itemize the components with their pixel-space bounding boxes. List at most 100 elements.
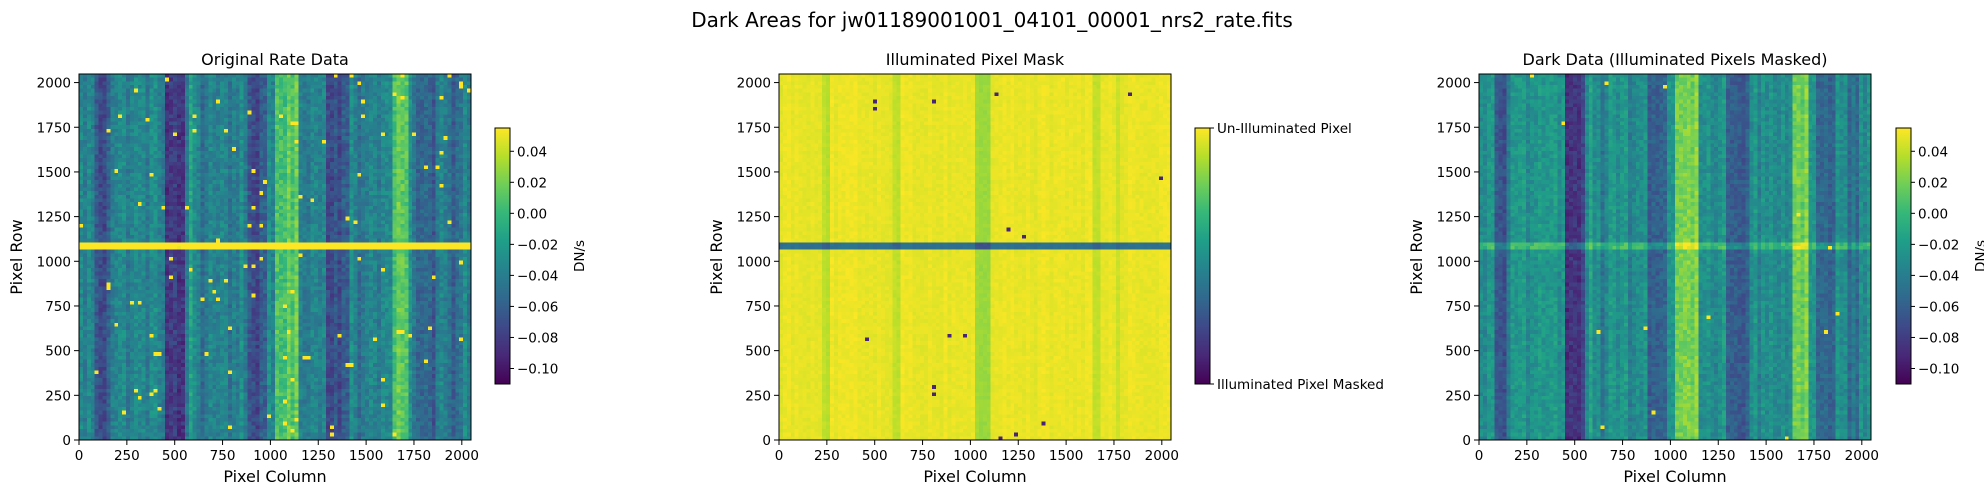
heatmap-image	[79, 74, 471, 440]
x-tick-label: 1250	[1001, 448, 1035, 464]
colorbar-tick-label: −0.08	[1918, 330, 1959, 346]
x-tick-label: 1250	[301, 448, 335, 464]
x-tick-label: 750	[1610, 448, 1636, 464]
y-tick-label: 250	[1445, 388, 1471, 404]
y-tick-label: 500	[745, 344, 771, 360]
y-tick-label: 0	[762, 433, 771, 449]
y-tick-label: 1500	[1437, 165, 1471, 181]
colorbar-label: DN/s	[572, 240, 588, 272]
y-tick-label: 0	[1462, 433, 1471, 449]
x-tick-label: 1750	[1797, 448, 1831, 464]
colorbar-gradient	[494, 127, 511, 385]
colorbar-tick-label: 0.00	[1918, 206, 1948, 222]
colorbar-tick-label: −0.08	[517, 330, 558, 346]
y-tick-label: 1500	[37, 165, 71, 181]
y-tick-label: 1500	[737, 165, 771, 181]
x-tick-label: 1500	[349, 448, 383, 464]
x-tick-label: 500	[162, 448, 188, 464]
y-axis-label: Pixel Row	[1407, 219, 1426, 294]
x-tick-label: 2000	[1145, 448, 1179, 464]
colorbar-tick-label: −0.06	[1918, 299, 1959, 315]
colorbar-tick-label: −0.04	[1918, 268, 1959, 284]
x-tick-label: 250	[814, 448, 840, 464]
y-tick-label: 1750	[1437, 120, 1471, 136]
colorbar: 0.04 0.02 0.00 −0.02 −0.04 −0.06 −0.08 −0.10 DN/…	[1895, 127, 1984, 385]
y-tick-label: 250	[745, 388, 771, 404]
colorbar-label: DN/s	[1973, 240, 1984, 272]
colorbar-tick-label: Illuminated Pixel Masked	[1217, 377, 1384, 393]
y-tick-label: 1750	[737, 120, 771, 136]
y-tick-label: 2000	[37, 76, 71, 92]
colorbar: 0.04 0.02 0.00 −0.02 −0.04 −0.06 −0.08 −0.10 DN/…	[494, 127, 588, 385]
x-tick-label: 500	[862, 448, 888, 464]
x-tick-label: 1500	[1749, 448, 1783, 464]
x-axis-label: Pixel Column	[923, 467, 1026, 486]
colorbar: Un-Illuminated Pixel Illuminated Pixel Ma…	[1194, 121, 1384, 393]
y-tick-label: 2000	[737, 76, 771, 92]
axes-frame	[78, 73, 472, 441]
colorbar-tick-label: −0.06	[517, 299, 558, 315]
x-tick-label: 1000	[253, 448, 287, 464]
colorbar-tick-label: 0.02	[517, 175, 547, 191]
axes-frame	[778, 73, 1172, 441]
y-tick-label: 1000	[737, 254, 771, 270]
heatmap-image	[779, 74, 1171, 440]
y-tick-label: 1250	[1437, 210, 1471, 226]
heatmap-image	[1479, 74, 1871, 440]
x-tick-label: 2000	[1845, 448, 1879, 464]
colorbar-tick-label: −0.02	[517, 237, 558, 253]
colorbar-tick-label: −0.10	[517, 361, 558, 377]
x-axis-label: Pixel Column	[1623, 467, 1726, 486]
y-tick-label: 500	[1445, 344, 1471, 360]
y-tick-label: 0	[62, 433, 71, 449]
y-tick-label: 1250	[737, 210, 771, 226]
figure-title: Dark Areas for jw01189001001_04101_00001…	[691, 8, 1293, 32]
colorbar-tick-label: 0.04	[1918, 144, 1948, 160]
y-tick-label: 2000	[1437, 76, 1471, 92]
y-tick-label: 750	[745, 299, 771, 315]
colorbar-tick-label: 0.02	[1918, 175, 1948, 191]
colorbar-tick-label: −0.04	[517, 268, 558, 284]
x-tick-label: 1500	[1049, 448, 1083, 464]
x-tick-label: 1750	[397, 448, 431, 464]
y-tick-label: 1000	[37, 254, 71, 270]
panel-1: Original Rate Data 0 250 500 750 1000 1250 1500…	[7, 50, 588, 486]
axes-frame	[1478, 73, 1872, 441]
panel-title: Dark Data (Illuminated Pixels Masked)	[1523, 50, 1828, 69]
x-tick-label: 250	[1514, 448, 1540, 464]
y-axis-label: Pixel Row	[7, 219, 26, 294]
x-tick-label: 1000	[1653, 448, 1687, 464]
y-tick-label: 1250	[37, 210, 71, 226]
y-tick-label: 500	[45, 344, 71, 360]
colorbar-gradient	[1895, 127, 1912, 385]
x-axis-label: Pixel Column	[223, 467, 326, 486]
x-tick-label: 0	[1475, 448, 1484, 464]
y-axis-label: Pixel Row	[707, 219, 726, 294]
x-tick-label: 250	[114, 448, 140, 464]
x-tick-label: 0	[75, 448, 84, 464]
panel-2: Illuminated Pixel Mask 0 250 500 750 1000 1250…	[707, 50, 1384, 486]
y-tick-label: 750	[1445, 299, 1471, 315]
x-tick-label: 1250	[1701, 448, 1735, 464]
colorbar-tick-label: 0.04	[517, 144, 547, 160]
x-tick-label: 1750	[1097, 448, 1131, 464]
colorbar-gradient	[1194, 127, 1211, 385]
x-tick-label: 1000	[953, 448, 987, 464]
panel-title: Illuminated Pixel Mask	[886, 50, 1065, 69]
panel-3: Dark Data (Illuminated Pixels Masked) 0 25…	[1407, 50, 1984, 486]
x-tick-label: 500	[1562, 448, 1588, 464]
panels: Original Rate Data 0 250 500 750 1000 1250 1500…	[7, 50, 1984, 486]
x-tick-label: 0	[775, 448, 784, 464]
x-tick-label: 750	[210, 448, 236, 464]
panel-title: Original Rate Data	[201, 50, 349, 69]
x-tick-label: 2000	[445, 448, 479, 464]
colorbar-tick-label: −0.02	[1918, 237, 1959, 253]
colorbar-tick-label: −0.10	[1918, 361, 1959, 377]
x-tick-label: 750	[910, 448, 936, 464]
y-tick-label: 1750	[37, 120, 71, 136]
y-tick-label: 750	[45, 299, 71, 315]
y-tick-label: 250	[45, 388, 71, 404]
colorbar-tick-label: Un-Illuminated Pixel	[1217, 121, 1352, 137]
colorbar-tick-label: 0.00	[517, 206, 547, 222]
